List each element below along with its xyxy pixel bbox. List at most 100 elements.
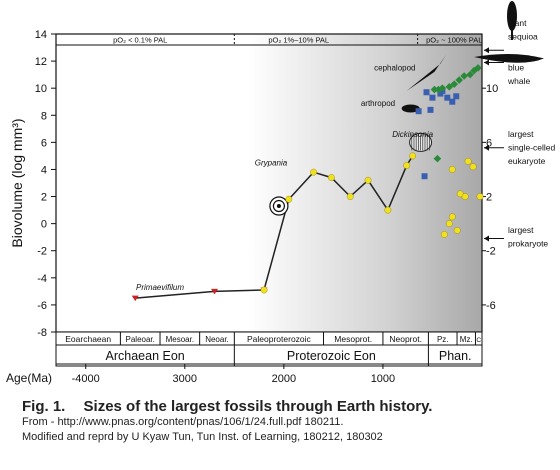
y-tick-label: -4 [37, 273, 47, 285]
grypania-icon-core [276, 204, 281, 209]
pointer-arrowhead-prokaryote [484, 235, 489, 242]
right-side-label: blue [508, 63, 524, 73]
data-point-animals-blue [449, 98, 456, 105]
right-axis-label: 10 [486, 83, 498, 95]
era-label: C [476, 337, 481, 344]
data-point-animals-green [474, 64, 482, 72]
era-label: Paleoproterozoic [247, 334, 312, 344]
caption-source: From - http://www.pnas.org/content/pnas/… [22, 416, 344, 428]
x-axis-title: Age(Ma) [6, 371, 52, 385]
right-axis-label: -2 [486, 246, 496, 258]
y-tick-label: 8 [41, 110, 47, 122]
y-tick-label: 10 [35, 83, 47, 95]
data-point-animals-green [460, 72, 468, 80]
data-point-animals-green [430, 85, 439, 94]
y-tick-label: -2 [37, 246, 47, 258]
biovolume-chart: pO₂ < 0.1% PAL pO₂ 1%–10% PAL pO₂ ~ 100% P… [6, 1, 556, 385]
era-label: Mz. [460, 335, 473, 344]
data-point-eukaryote-scatter [461, 193, 469, 200]
data-point-animals-blue [421, 173, 428, 180]
x-tick-label: 2000 [272, 373, 296, 385]
data-point-eukaryote-line [384, 206, 392, 214]
y-tick-label: 14 [35, 29, 47, 41]
caption-credit: Modified and reprd by U Kyaw Tun, Tun In… [22, 431, 383, 443]
oxygen-band-label: pO₂ < 0.1% PAL [113, 36, 167, 45]
right-side-label: sequioa [508, 31, 538, 41]
y-tick-label: 6 [41, 137, 47, 149]
data-point-prokaryote-line [211, 288, 219, 295]
oxygen-band-label: pO₂ ~ 100% PAL [426, 36, 482, 45]
right-side-label: prokaryote [508, 239, 548, 249]
right-side-label: giant [508, 18, 527, 28]
data-point-eukaryote-line [328, 174, 335, 181]
data-point-animals-blue [453, 93, 460, 100]
pointer-arrowhead-whale [484, 59, 489, 66]
data-point-eukaryote-line [403, 161, 411, 169]
blue-whale-icon [474, 53, 544, 63]
data-point-eukaryote-scatter [453, 227, 461, 234]
era-label: Pz. [437, 335, 449, 344]
plot-background [56, 34, 482, 332]
data-point-eukaryote-scatter [464, 157, 472, 165]
y-tick-label: -6 [37, 300, 47, 312]
data-point-eukaryote-line [285, 195, 293, 203]
data-point-eukaryote-scatter [448, 213, 456, 221]
right-axis-label: 6 [486, 137, 492, 149]
eon-label: Phan. [439, 349, 472, 363]
y-tick-label: -8 [37, 327, 47, 339]
data-point-eukaryote-line [364, 176, 372, 184]
y-tick-label: 4 [41, 164, 47, 176]
data-point-animals-green [445, 83, 454, 91]
x-tick-label: -4000 [72, 373, 100, 385]
timescale-box [55, 331, 483, 367]
right-side-label: largest [508, 225, 534, 235]
x-tick-label: 1000 [371, 373, 395, 385]
figure-caption: Fig. 1. Sizes of the largest fossils thr… [22, 398, 552, 445]
caption-title-text: Sizes of the largest fossils through Ear… [83, 398, 433, 415]
y-tick-label: 2 [41, 192, 47, 204]
y-axis-title: Biovolume (log mm³) [9, 118, 25, 247]
data-point-animals-green [438, 84, 447, 92]
right-axis-label: -6 [486, 300, 496, 312]
era-label: Neoar. [205, 335, 229, 344]
data-point-eukaryote-line [260, 286, 268, 294]
caption-fig-label: Fig. 1. [22, 398, 66, 415]
oxygen-band-label: pO₂ 1%–10% PAL [268, 36, 329, 45]
annotation-label: Grypania [255, 158, 288, 167]
data-point-animals-green [433, 154, 442, 163]
right-axis-label: 2 [486, 192, 492, 204]
caption-title: Fig. 1. Sizes of the largest fossils thr… [22, 398, 552, 415]
data-point-animals-green [466, 70, 474, 79]
data-point-eukaryote-scatter [469, 163, 477, 171]
data-point-prokaryote-line [131, 295, 139, 302]
eon-label: Proterozoic Eon [287, 349, 376, 363]
era-label: Paleoar. [126, 335, 155, 344]
right-side-label: eukaryote [508, 156, 546, 166]
data-point-animals-blue [415, 108, 422, 115]
data-point-eukaryote-line [346, 193, 354, 200]
annotation-label: Primaevifilum [136, 283, 184, 292]
annotation-label: Dickinsonia [392, 130, 433, 139]
sequoia-icon [507, 1, 517, 31]
right-side-label: largest [508, 129, 534, 139]
data-point-animals-green [450, 80, 459, 88]
data-point-eukaryote-scatter [440, 231, 448, 238]
data-point-eukaryote-scatter [476, 193, 484, 200]
era-label: Eoarchaean [65, 334, 111, 344]
data-point-animals-blue [444, 94, 451, 101]
era-label: Mesoprot. [334, 334, 372, 344]
data-point-animals-blue [427, 106, 434, 113]
era-label: Neoprot. [389, 334, 422, 344]
arthropod-icon [401, 104, 420, 113]
grypania-icon-ring [272, 199, 286, 213]
right-side-label: single-celled [508, 142, 556, 152]
eon-label: Archaean Eon [106, 349, 185, 363]
pointer-arrowhead-eukaryote [484, 144, 489, 151]
data-point-animals-blue [429, 94, 436, 101]
y-tick-label: 12 [35, 56, 47, 68]
y-tick-label: 0 [41, 219, 47, 231]
era-label: Mesoar. [166, 335, 194, 344]
data-point-animals-green [455, 76, 464, 84]
x-tick-label: 3000 [173, 373, 197, 385]
annotation-label: arthropod [361, 99, 395, 108]
